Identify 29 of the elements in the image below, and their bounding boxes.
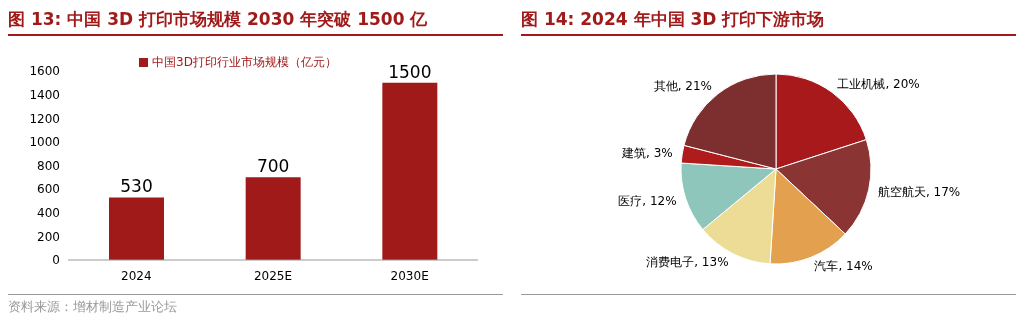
chart-title: 图 14: 2024 年中国 3D 打印下游市场 xyxy=(521,8,1016,36)
legend-label: 中国3D打印行业市场规模（亿元） xyxy=(152,55,337,69)
x-tick-label: 2030E xyxy=(390,269,429,283)
data-label: 1500 xyxy=(388,61,432,82)
y-tick-label: 1600 xyxy=(29,64,60,79)
text: 资料来源：增材制造产业论坛 xyxy=(8,298,178,316)
y-tick-label: 400 xyxy=(37,206,60,221)
chart-title: 图 13: 中国 3D 打印市场规模 2030 年突破 1500 亿 xyxy=(8,8,503,36)
y-tick-label: 1000 xyxy=(29,135,60,150)
data-label: 530 xyxy=(120,176,153,197)
y-tick-label: 800 xyxy=(37,158,60,173)
x-tick-label: 2024 xyxy=(121,269,152,283)
y-tick-label: 600 xyxy=(37,182,60,197)
y-tick-label: 1400 xyxy=(29,87,60,102)
bar xyxy=(382,82,438,260)
y-tick-label: 200 xyxy=(37,229,60,244)
slice-label: 消费电子, 13% xyxy=(646,255,729,270)
y-tick-label: 1200 xyxy=(29,111,60,126)
bar xyxy=(245,177,301,260)
data-label: 700 xyxy=(256,156,290,177)
bar xyxy=(109,197,164,260)
slice-label: 医疗, 12% xyxy=(618,194,677,209)
y-tick-label: 0 xyxy=(52,253,60,268)
slice-label: 建筑, 3% xyxy=(621,145,673,160)
slice-label: 汽车, 14% xyxy=(814,259,873,274)
slice-label: 其他, 21% xyxy=(653,79,712,94)
slice-label: 工业机械, 20% xyxy=(837,77,920,92)
x-tick-label: 2025E xyxy=(253,269,293,283)
slice-label: 航空航天, 17% xyxy=(877,184,961,199)
